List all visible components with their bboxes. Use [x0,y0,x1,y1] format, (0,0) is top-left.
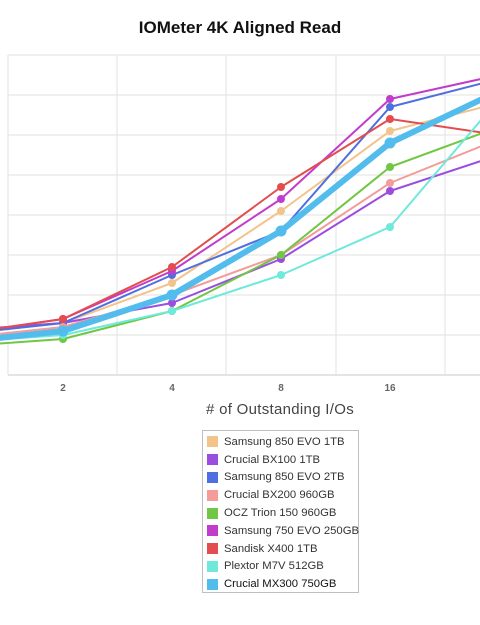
data-point [386,127,394,135]
legend-label: Samsung 850 EVO 2TB [224,471,345,484]
x-tick-labels: 2 4 8 16 [60,383,396,394]
legend-swatch [207,454,218,466]
series-line [0,106,480,331]
series-line [0,82,480,331]
legend-item: Samsung 850 EVO 2TB [207,469,354,487]
legend: Samsung 850 EVO 1TB Crucial BX100 1TB Sams… [202,430,359,593]
legend-item: Crucial BX100 1TB [207,451,354,469]
data-point [59,315,67,323]
data-point [168,307,176,315]
legend-swatch [207,560,218,572]
legend-item: Plextor M7V 512GB [207,558,354,576]
data-point [168,299,176,307]
legend-label: Samsung 750 EVO 250GB [224,524,360,537]
series-line [0,96,480,341]
data-point [386,163,394,171]
data-point [386,103,394,111]
data-point [386,223,394,231]
data-point [277,251,285,259]
x-tick-label: 16 [384,383,396,394]
data-point [166,289,178,301]
legend-label: OCZ Trion 150 960GB [224,507,337,520]
legend-item: Crucial MX300 750GB [207,575,354,593]
data-point [168,279,176,287]
data-point [277,207,285,215]
legend-swatch [207,507,218,519]
x-tick-label: 2 [60,383,66,394]
legend-item: OCZ Trion 150 960GB [207,504,354,522]
legend-swatch [207,543,218,555]
data-point [277,195,285,203]
legend-label: Crucial BX200 960GB [224,489,335,502]
legend-label: Crucial MX300 750GB [224,578,337,591]
data-point [168,263,176,271]
data-point [277,183,285,191]
series-line [0,160,480,329]
legend-label: Crucial BX100 1TB [224,453,321,466]
data-point [386,187,394,195]
x-axis-label: # of Outstanding I/Os [205,401,355,418]
series-line [0,118,480,330]
legend-item: Samsung 750 EVO 250GB [207,522,359,540]
series-line [0,145,480,335]
legend-swatch [207,471,218,483]
legend-item: Crucial BX200 960GB [207,486,354,504]
series-line [0,119,480,341]
chart-title: IOMeter 4K Aligned Read [138,18,342,37]
series-lines [0,78,480,345]
data-point [57,325,69,337]
series-line [0,132,480,345]
series-points [57,95,396,343]
legend-label: Plextor M7V 512GB [224,560,324,573]
legend-swatch [207,525,218,537]
x-tick-label: 8 [278,383,284,394]
legend-swatch [207,436,218,448]
data-point [384,137,396,149]
x-tick-label: 4 [169,383,175,394]
legend-item: Samsung 850 EVO 1TB [207,433,354,451]
legend-swatch [207,578,218,590]
legend-label: Sandisk X400 1TB [224,542,318,555]
legend-label: Samsung 850 EVO 1TB [224,435,345,448]
data-point [386,179,394,187]
data-point [386,115,394,123]
legend-item: Sandisk X400 1TB [207,540,354,558]
data-point [277,271,285,279]
data-point [386,95,394,103]
data-point [275,225,287,237]
legend-swatch [207,489,218,501]
